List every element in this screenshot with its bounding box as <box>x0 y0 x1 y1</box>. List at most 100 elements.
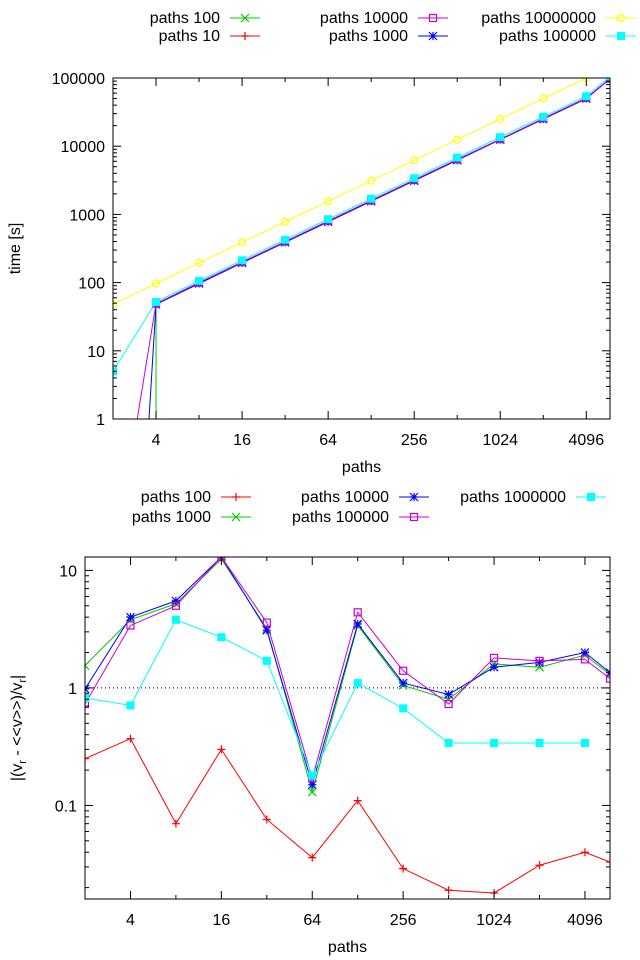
data-point-paths-100 <box>535 861 544 870</box>
legend-item-paths-10: paths 10 <box>159 28 260 45</box>
legend-item-paths-100: paths 100 <box>150 10 260 27</box>
data-point-paths-1000 <box>85 661 90 670</box>
data-point-paths-1000000 <box>399 704 408 713</box>
series-paths-10000000 <box>113 78 591 309</box>
legend-marker <box>232 493 240 501</box>
legend-label: paths 10000 <box>320 10 408 27</box>
data-point-paths-1000000 <box>353 679 362 688</box>
x-axis: 4 16 64 256 1024 4096 <box>126 557 603 929</box>
data-point-paths-100000 <box>238 256 247 265</box>
series-paths-10000 <box>130 78 610 443</box>
data-point-paths-100 <box>126 734 135 743</box>
legend-label: paths 1000000 <box>460 489 566 506</box>
data-point-paths-10000 <box>444 690 454 699</box>
relative-error-vs-paths-chart: 4 16 64 256 1024 4096 0.1 1 10 paths |(vr - <<v>>)… <box>9 489 611 956</box>
legend-marker <box>409 492 419 502</box>
legend-label: paths 1000 <box>132 509 211 526</box>
data-point-paths-10000000 <box>237 238 247 247</box>
data-point-paths-100 <box>171 819 180 828</box>
data-point-paths-100000 <box>324 215 333 224</box>
data-point-paths-10000 <box>307 780 317 790</box>
legend-item-paths-10000: paths 10000 <box>301 489 429 506</box>
data-point-paths-10000 <box>126 612 135 622</box>
plot-frame <box>112 77 611 420</box>
data-point-paths-100000 <box>410 174 419 183</box>
data-point-paths-1000000 <box>126 701 135 710</box>
legend-item-paths-100000: paths 100000 <box>499 28 636 45</box>
legend-marker <box>240 13 250 23</box>
data-point-paths-100 <box>85 754 89 763</box>
legend-item-paths-1000: paths 1000 <box>329 28 448 45</box>
data-point-paths-1000000 <box>535 738 544 747</box>
data-point-paths-100 <box>353 796 362 805</box>
data-point-paths-10000 <box>130 436 137 443</box>
data-point-paths-100000 <box>539 112 548 121</box>
data-point-paths-100000 <box>367 194 376 203</box>
data-point-paths-100000 <box>399 666 408 675</box>
legend-item-paths-10000: paths 10000 <box>320 10 448 27</box>
data-point-paths-10000000 <box>324 197 333 206</box>
legend-marker <box>428 31 438 41</box>
legend-marker <box>587 493 595 501</box>
data-point-paths-100 <box>606 858 610 867</box>
legend-label: paths 1000 <box>329 28 408 45</box>
data-point-paths-100000 <box>605 674 610 683</box>
series-paths-10000 <box>85 557 610 790</box>
data-point-paths-100 <box>308 853 317 862</box>
x-tick-label: 256 <box>390 912 417 929</box>
data-point-paths-1000000 <box>490 738 499 747</box>
data-point-paths-10000 <box>580 648 590 657</box>
legend-marker <box>241 32 249 40</box>
y-axis: 0.1 1 10 <box>55 563 610 889</box>
legend-marker <box>231 512 241 522</box>
series-line-paths-10000000 <box>113 78 587 305</box>
series-line-paths-100000 <box>113 78 610 372</box>
data-point-paths-1000000 <box>85 694 89 703</box>
data-point-paths-100000 <box>582 92 591 101</box>
series-paths-1000 <box>144 78 610 444</box>
data-point-paths-100000 <box>489 653 499 663</box>
data-point-paths-100 <box>262 815 271 824</box>
y-axis-label: time [s] <box>7 223 24 275</box>
data-point-paths-100000 <box>171 601 181 610</box>
x-tick-label: 64 <box>303 912 321 929</box>
time-vs-paths-chart: 4 16 64 256 1024 4096 1 10 100 1000 10000 100000 pat… <box>7 10 636 476</box>
series-paths-1000000 <box>85 615 589 780</box>
data-point-paths-10000 <box>489 662 499 672</box>
y-tick-label: 10 <box>87 344 105 361</box>
data-point-paths-100 <box>399 864 408 873</box>
data-point-paths-100 <box>217 745 226 754</box>
x-tick-label: 256 <box>401 432 428 449</box>
series-paths-1000 <box>85 557 610 797</box>
series-paths-100 <box>85 734 610 897</box>
data-point-paths-100000 <box>453 153 462 162</box>
legend-item-paths-1000000: paths 1000000 <box>460 489 606 506</box>
legend-label: paths 10000000 <box>481 10 596 27</box>
legend-marker <box>428 13 438 23</box>
data-point-paths-10000 <box>398 678 408 688</box>
data-point-paths-1000000 <box>262 656 271 665</box>
data-point-paths-100000 <box>126 621 135 630</box>
data-point-paths-100000 <box>195 276 204 285</box>
series-line-paths-100 <box>155 78 610 419</box>
series-paths-100 <box>151 78 610 419</box>
legend-label: paths 100 <box>141 489 211 506</box>
data-point-paths-100000 <box>281 235 290 244</box>
y-tick-label: 1 <box>96 412 105 429</box>
data-point-paths-100 <box>580 848 589 857</box>
legend-item-paths-1000: paths 1000 <box>132 509 251 526</box>
data-point-paths-10000000 <box>151 279 161 288</box>
data-point-paths-1000 <box>144 436 152 444</box>
x-axis-label: paths <box>342 459 381 476</box>
data-point-paths-1000000 <box>444 738 453 747</box>
data-point-paths-100000 <box>496 133 505 142</box>
data-point-paths-1000000 <box>580 738 589 747</box>
data-point-paths-100000 <box>152 297 161 306</box>
series-line-paths-1000000 <box>85 619 585 777</box>
data-point-paths-100000 <box>535 656 544 665</box>
x-tick-label: 1024 <box>482 432 518 449</box>
data-point-paths-10000000 <box>539 94 548 103</box>
x-axis: 4 16 64 256 1024 4096 <box>152 78 604 449</box>
series-paths-100000 <box>85 557 610 783</box>
data-point-paths-10000 <box>535 657 544 667</box>
